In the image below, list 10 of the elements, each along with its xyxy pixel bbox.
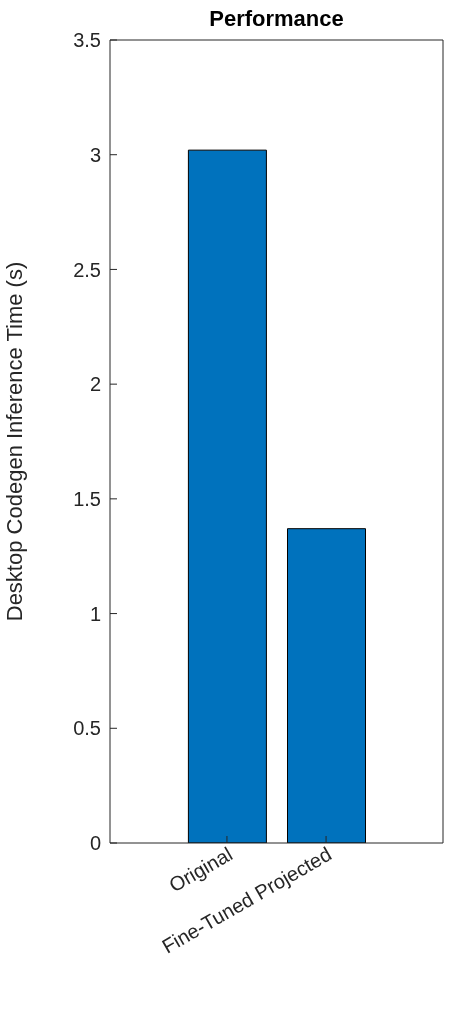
y-tick-label: 3 bbox=[89, 143, 101, 166]
y-tick-label: 3.5 bbox=[73, 29, 101, 52]
chart-title: Performance bbox=[208, 6, 345, 32]
y-tick-label: 1.5 bbox=[73, 487, 101, 510]
y-tick-label: 0 bbox=[89, 832, 101, 855]
y-axis-title: Desktop Codegen Inference Time (s) bbox=[1, 261, 27, 622]
y-tick-label: 0.5 bbox=[73, 717, 101, 740]
y-tick-label: 1 bbox=[89, 602, 101, 625]
y-tick-label: 2 bbox=[89, 373, 101, 396]
y-tick-label: 2.5 bbox=[73, 258, 101, 281]
